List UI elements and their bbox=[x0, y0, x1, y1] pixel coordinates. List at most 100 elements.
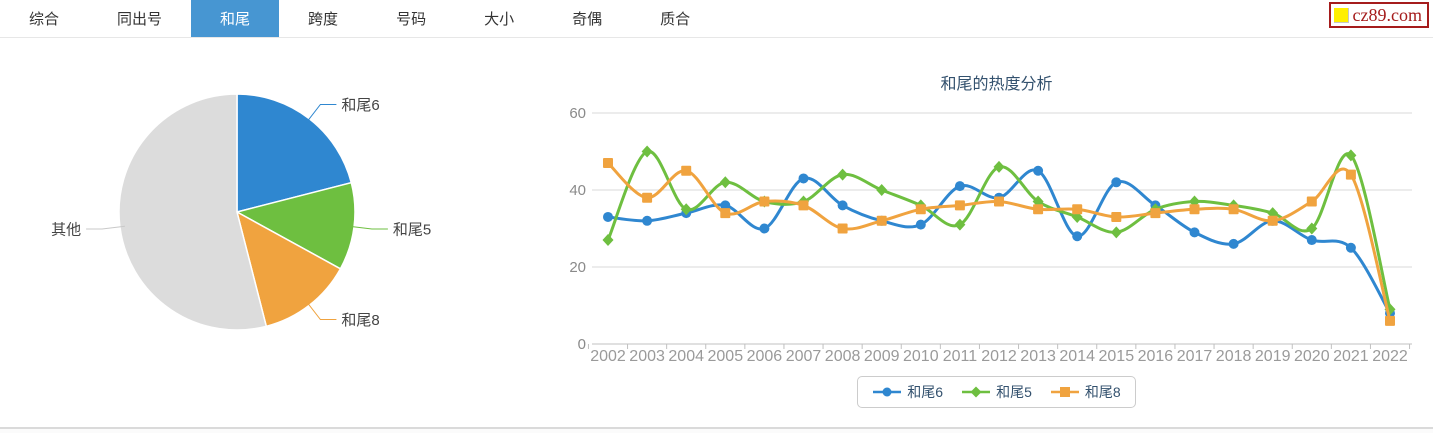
marker-square bbox=[1033, 204, 1044, 215]
marker-square bbox=[1150, 208, 1161, 219]
y-tick-label: 60 bbox=[569, 105, 586, 122]
x-tick-label: 2011 bbox=[943, 348, 978, 365]
legend-marker-square-icon bbox=[1050, 387, 1079, 397]
x-tick-label: 2016 bbox=[1138, 348, 1174, 365]
marker-circle bbox=[720, 200, 731, 211]
x-tick-label: 2003 bbox=[629, 348, 665, 365]
marker-circle bbox=[1345, 242, 1356, 253]
y-tick-label: 0 bbox=[578, 336, 586, 353]
legend-item-和尾8[interactable]: 和尾8 bbox=[1050, 382, 1121, 402]
x-tick-label: 2008 bbox=[825, 348, 861, 365]
x-tick-label: 2012 bbox=[981, 348, 1017, 365]
x-tick-label: 2004 bbox=[668, 348, 704, 365]
tab-质合[interactable]: 质合 bbox=[660, 11, 691, 28]
marker-square bbox=[994, 196, 1004, 207]
marker-square bbox=[1267, 215, 1278, 226]
marker-diamond bbox=[602, 234, 614, 247]
logo-text: cz89.com bbox=[1352, 5, 1422, 25]
chart-legend: 和尾6 和尾5 和尾8 bbox=[857, 376, 1136, 408]
marker-square bbox=[603, 158, 613, 169]
marker-square bbox=[1111, 211, 1122, 222]
pie-label-line bbox=[305, 104, 337, 124]
marker-diamond bbox=[993, 160, 1005, 173]
line-chart-title: 和尾的热度分析 bbox=[940, 76, 1053, 93]
pie-label-和尾5: 和尾5 bbox=[393, 222, 431, 239]
marker-circle bbox=[1033, 165, 1044, 176]
marker-circle bbox=[1306, 235, 1317, 246]
legend-item-和尾6[interactable]: 和尾6 bbox=[872, 382, 943, 402]
marker-square bbox=[681, 165, 692, 176]
marker-diamond bbox=[954, 218, 966, 231]
x-tick-label: 2002 bbox=[590, 348, 626, 365]
logo-yellow-square-icon bbox=[1333, 7, 1349, 23]
tab-list: 综合 同出号 和尾 跨度 号码 大小 奇偶 质合 bbox=[0, 0, 1433, 37]
marker-diamond bbox=[641, 145, 653, 158]
marker-square bbox=[642, 192, 653, 203]
pie-label-line bbox=[349, 225, 388, 230]
x-tick-label: 2018 bbox=[1216, 348, 1252, 365]
marker-diamond bbox=[719, 176, 731, 189]
x-tick-label: 2019 bbox=[1255, 348, 1291, 365]
site-logo[interactable]: cz89.com bbox=[1328, 2, 1429, 28]
legend-item-和尾5[interactable]: 和尾5 bbox=[961, 382, 1032, 402]
tab-bar: 综合 同出号 和尾 跨度 号码 大小 奇偶 质合 cz89.com bbox=[0, 0, 1433, 38]
marker-circle bbox=[603, 211, 613, 222]
marker-square bbox=[720, 208, 731, 219]
legend-label: 和尾8 bbox=[1084, 384, 1121, 400]
marker-diamond bbox=[1306, 222, 1318, 235]
line-series-和尾5 bbox=[606, 149, 1392, 311]
marker-diamond bbox=[680, 203, 692, 216]
tab-同出号[interactable]: 同出号 bbox=[117, 11, 163, 28]
pie-label-line bbox=[305, 300, 337, 320]
marker-diamond bbox=[1110, 226, 1122, 239]
marker-square bbox=[798, 200, 809, 211]
marker-square bbox=[837, 223, 848, 234]
legend-circle bbox=[882, 387, 892, 397]
legend-marker-circle-icon bbox=[873, 387, 902, 397]
marker-circle bbox=[954, 181, 965, 192]
y-tick-label: 20 bbox=[569, 259, 586, 276]
marker-circle bbox=[1228, 238, 1239, 249]
x-tick-label: 2009 bbox=[864, 348, 900, 365]
pie-label-line bbox=[86, 225, 125, 230]
marker-circle bbox=[1072, 231, 1083, 242]
legend-label: 和尾6 bbox=[907, 384, 944, 400]
marker-square bbox=[915, 204, 926, 215]
marker-square bbox=[1385, 315, 1395, 326]
marker-diamond bbox=[876, 184, 888, 196]
marker-square bbox=[1072, 204, 1083, 215]
x-tick-label: 2022 bbox=[1372, 348, 1408, 365]
marker-circle bbox=[1189, 227, 1200, 238]
marker-square bbox=[1189, 204, 1200, 215]
pie-label-和尾6: 和尾6 bbox=[341, 97, 379, 114]
legend-label: 和尾5 bbox=[996, 384, 1032, 400]
x-tick-label: 2017 bbox=[1177, 348, 1213, 365]
x-tick-label: 2006 bbox=[747, 348, 783, 365]
tab-综合[interactable]: 综合 bbox=[29, 11, 60, 28]
marker-circle bbox=[915, 219, 926, 230]
marker-diamond bbox=[1345, 149, 1357, 162]
tab-大小[interactable]: 大小 bbox=[484, 11, 515, 28]
pie-label-其他: 其他 bbox=[51, 222, 81, 239]
y-tick-label: 40 bbox=[569, 182, 586, 199]
x-tick-label: 2014 bbox=[1059, 348, 1095, 365]
legend-diamond bbox=[970, 386, 982, 398]
marker-circle bbox=[798, 173, 809, 184]
marker-square bbox=[759, 196, 770, 207]
x-tick-label: 2015 bbox=[1099, 348, 1135, 365]
tab-和尾[interactable]: 和尾 bbox=[191, 0, 280, 37]
x-tick-label: 2020 bbox=[1294, 348, 1330, 365]
tab-号码[interactable]: 号码 bbox=[396, 11, 427, 28]
tab-奇偶[interactable]: 奇偶 bbox=[572, 11, 603, 28]
marker-circle bbox=[759, 223, 770, 234]
marker-square bbox=[1345, 169, 1356, 180]
tab-跨度[interactable]: 跨度 bbox=[308, 11, 339, 28]
marker-square bbox=[876, 215, 887, 226]
legend-wrap: 和尾6 和尾5 和尾8 bbox=[560, 376, 1433, 408]
marker-square bbox=[1306, 196, 1317, 207]
marker-square bbox=[954, 200, 965, 211]
bottom-divider bbox=[0, 427, 1433, 433]
marker-circle bbox=[1111, 177, 1122, 188]
x-tick-label: 2007 bbox=[786, 348, 822, 365]
